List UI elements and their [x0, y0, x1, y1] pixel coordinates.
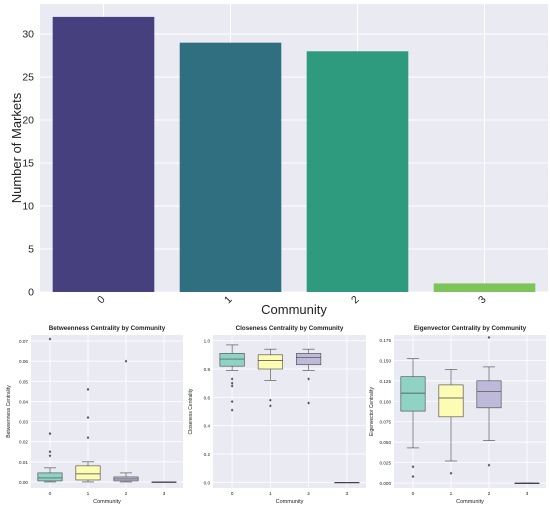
outlier-point — [411, 465, 415, 469]
box-y-tick-label: 0.050 — [380, 440, 392, 445]
outlier-point — [307, 377, 310, 381]
box-y-tick-label: 0.0 — [204, 480, 211, 485]
box-y-tick-label: 0.02 — [19, 440, 28, 445]
box-y-tick-label: 0.00 — [19, 480, 28, 485]
box-x-tick-label: 3 — [526, 491, 529, 497]
bar-y-tick-label: 20 — [22, 115, 34, 127]
outlier-point — [411, 474, 415, 479]
betweenness-y-axis-label: Betweenness Centrality — [6, 385, 12, 438]
betweenness-x-axis-label: Community — [93, 499, 121, 505]
eigenvector-chart-title: Eigenvector Centrality by Community — [414, 325, 527, 332]
box-community-1 — [75, 465, 101, 481]
box-x-tick-label: 0 — [231, 491, 234, 497]
box-x-tick-label: 0 — [49, 491, 52, 497]
betweenness-chart-title: Betweenness Centrality by Community — [49, 325, 166, 332]
eigenvector-box-plot: Eigenvector Centrality by Community Comm… — [369, 325, 546, 505]
eigenvector-x-axis-label: Community — [456, 499, 484, 505]
box-y-tick-label: 0.4 — [204, 424, 211, 429]
closeness-x-axis-label: Community — [276, 499, 304, 505]
betweenness-plot-background — [31, 335, 183, 488]
bar-y-tick-label: 15 — [22, 158, 34, 170]
bar-y-tick-label: 25 — [22, 72, 34, 84]
outlier-point — [48, 432, 52, 436]
box-community-0 — [400, 376, 426, 412]
box-y-tick-label: 0.06 — [19, 359, 28, 364]
outlier-point — [230, 381, 234, 385]
box-y-tick-label: 0.000 — [380, 481, 392, 486]
outlier-point — [269, 398, 272, 402]
outlier-point — [48, 454, 52, 458]
box-community-0 — [219, 353, 245, 367]
bar-community-2 — [306, 51, 409, 292]
outlier-point — [230, 408, 234, 412]
outlier-point — [230, 377, 234, 381]
bar-x-tick-label: 2 — [349, 293, 362, 306]
outlier-point — [124, 359, 128, 363]
box-y-tick-label: 0.150 — [380, 358, 392, 363]
box-y-tick-label: 0.175 — [380, 338, 392, 343]
box-x-tick-label: 3 — [163, 491, 166, 497]
community-bar-chart: Community Number of Markets 051015202530… — [9, 4, 548, 317]
box-x-tick-label: 0 — [412, 491, 415, 497]
box-y-tick-label: 1.0 — [204, 339, 211, 344]
box-y-tick-label: 0.05 — [19, 379, 28, 384]
box-community-2 — [296, 353, 322, 366]
bar-x-tick-label: 1 — [222, 293, 235, 306]
outlier-point — [487, 463, 491, 467]
eigenvector-y-axis-label: Eigenvector Centrality — [369, 387, 375, 436]
bar-y-tick-label: 30 — [22, 29, 34, 41]
box-community-2 — [476, 380, 502, 409]
box-community-1 — [257, 354, 283, 370]
outlier-point — [307, 401, 310, 405]
box-y-tick-label: 0.07 — [19, 339, 28, 344]
outlier-point — [487, 335, 491, 340]
box-x-tick-label: 3 — [346, 491, 349, 497]
outlier-point — [269, 404, 272, 408]
outlier-point — [48, 450, 52, 454]
box-y-tick-label: 0.03 — [19, 420, 28, 425]
outlier-point — [48, 337, 52, 341]
bar-chart-y-axis-label: Number of Markets — [9, 92, 24, 203]
box-x-tick-label: 2 — [488, 491, 491, 497]
box-x-tick-label: 2 — [307, 491, 310, 497]
bar-community-1 — [179, 42, 282, 292]
closeness-chart-title: Closeness Centrality by Community — [236, 325, 344, 332]
box-y-tick-label: 0.100 — [380, 399, 392, 404]
box-x-tick-label: 1 — [87, 491, 90, 497]
box-y-tick-label: 0.025 — [380, 461, 392, 466]
outlier-point — [449, 471, 453, 475]
box-x-tick-label: 1 — [269, 491, 272, 497]
bar-x-tick-label: 3 — [476, 293, 489, 306]
box-y-tick-label: 0.8 — [204, 367, 211, 372]
closeness-y-axis-label: Closeness Centrality — [188, 388, 194, 434]
box-x-tick-label: 1 — [450, 491, 453, 497]
bar-community-3 — [433, 283, 536, 292]
box-y-tick-label: 0.01 — [19, 460, 28, 465]
outlier-point — [86, 415, 90, 420]
box-y-tick-label: 0.125 — [380, 379, 392, 384]
bar-chart-x-axis-label: Community — [261, 302, 327, 317]
outlier-point — [230, 399, 234, 404]
box-x-tick-label: 2 — [125, 491, 128, 497]
box-community-0 — [37, 472, 63, 482]
box-y-tick-label: 0.04 — [19, 399, 28, 404]
bar-y-tick-label: 0 — [28, 287, 34, 299]
closeness-box-plot: Closeness Centrality by Community Commun… — [188, 325, 366, 505]
bar-y-tick-label: 5 — [28, 244, 34, 256]
bar-x-tick-label: 0 — [95, 293, 108, 306]
outlier-point — [86, 387, 90, 391]
box-y-tick-label: 0.6 — [204, 395, 211, 400]
box-community-1 — [438, 384, 464, 418]
box-y-tick-label: 0.2 — [204, 452, 211, 457]
outlier-point — [86, 436, 90, 440]
betweenness-box-plot: Betweenness Centrality by Community Comm… — [6, 325, 183, 505]
eigenvector-plot-background — [394, 335, 546, 488]
outlier-point — [230, 384, 234, 388]
bar-y-tick-label: 10 — [22, 201, 34, 213]
bar-community-0 — [52, 16, 155, 293]
box-y-tick-label: 0.075 — [380, 420, 392, 425]
